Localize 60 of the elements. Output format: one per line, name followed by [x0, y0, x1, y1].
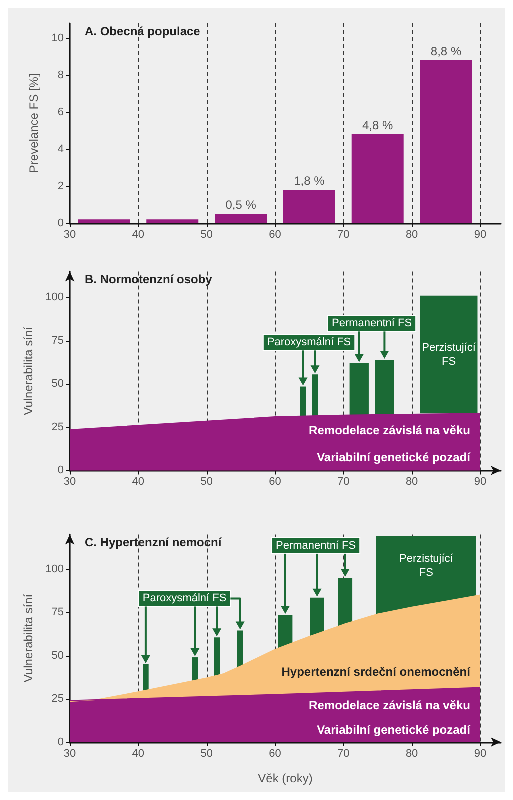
- y-tick-label: 50: [52, 378, 64, 390]
- data-label: 8,8 %: [430, 44, 462, 58]
- x-tick-label: 70: [338, 228, 350, 241]
- bar: [420, 296, 478, 414]
- x-tick-label: 50: [200, 228, 213, 241]
- x-tick-label: 30: [64, 748, 76, 760]
- annotation: Variabilní genetické pozadí: [317, 723, 472, 738]
- x-tick-label: 80: [406, 476, 418, 488]
- legend-label: Paroxysmální FS: [267, 336, 352, 349]
- y-tick-label: 50: [52, 650, 64, 662]
- series-label: Perzistující FS: [400, 553, 454, 580]
- annotation: Variabilní genetické pozadí: [317, 450, 472, 464]
- x-tick-label: 90: [474, 228, 487, 241]
- series-label: Perzistující FS: [422, 342, 477, 368]
- chart-title: B. Normotenzní osoby: [85, 272, 213, 287]
- y-tick-label: 0: [58, 736, 64, 748]
- x-tick-label: 30: [64, 228, 76, 241]
- y-tick-label: 100: [46, 292, 64, 304]
- y-tick-label: 2: [58, 180, 64, 192]
- chart-title: C. Hypertenzní nemocní: [85, 536, 222, 550]
- data-label: 4,8 %: [362, 118, 394, 132]
- text: Permanentní FS: [276, 540, 356, 552]
- y-tick-label: 0: [58, 464, 64, 477]
- text: Paroxysmální FS: [142, 592, 227, 605]
- y-tick-label: 10: [52, 32, 64, 44]
- annotation: Remodelace závislá na věku: [309, 424, 470, 438]
- y-axis-title: Vulnerabilita síní: [22, 594, 36, 683]
- series-label: Hypertenzní srdeční onemocnění: [282, 665, 472, 680]
- text: Permanentní FS: [332, 318, 412, 330]
- x-tick-label: 40: [132, 748, 145, 760]
- y-tick-label: 25: [52, 693, 64, 706]
- y-tick-label: 75: [52, 606, 64, 619]
- chart-title: A. Obecná populace: [85, 24, 201, 38]
- y-tick-label: 0: [58, 217, 64, 230]
- y-tick-label: 25: [52, 421, 64, 434]
- x-tick-label: 70: [338, 748, 350, 760]
- x-tick-label: 70: [338, 476, 350, 488]
- y-tick-label: 8: [58, 69, 64, 82]
- x-axis-title: Věk (roky): [258, 771, 313, 786]
- x-tick-label: 90: [474, 476, 487, 488]
- annotation: Remodelace závislá na věku: [309, 698, 470, 713]
- x-tick-label: 30: [64, 476, 76, 488]
- y-axis-title: Prevelance FS [%]: [27, 74, 41, 174]
- y-tick-label: 6: [58, 106, 64, 118]
- x-tick-label: 60: [269, 476, 282, 488]
- x-tick-label: 50: [200, 476, 213, 488]
- x-tick-label: 60: [269, 748, 282, 760]
- x-tick-label: 40: [132, 476, 145, 488]
- y-tick-label: 75: [52, 334, 64, 347]
- x-tick-label: 40: [132, 228, 145, 241]
- x-tick-label: 90: [474, 748, 487, 760]
- x-tick-label: 60: [269, 228, 282, 241]
- data-label: 1,8 %: [294, 174, 326, 188]
- x-tick-label: 50: [200, 748, 213, 760]
- x-tick-label: 80: [406, 748, 418, 760]
- y-tick-label: 4: [58, 143, 64, 156]
- y-tick-label: 100: [46, 563, 64, 576]
- data-label: 0,5 %: [226, 198, 257, 212]
- y-axis-title: Vulnerabilita síní: [22, 326, 36, 416]
- x-tick-label: 80: [406, 228, 418, 241]
